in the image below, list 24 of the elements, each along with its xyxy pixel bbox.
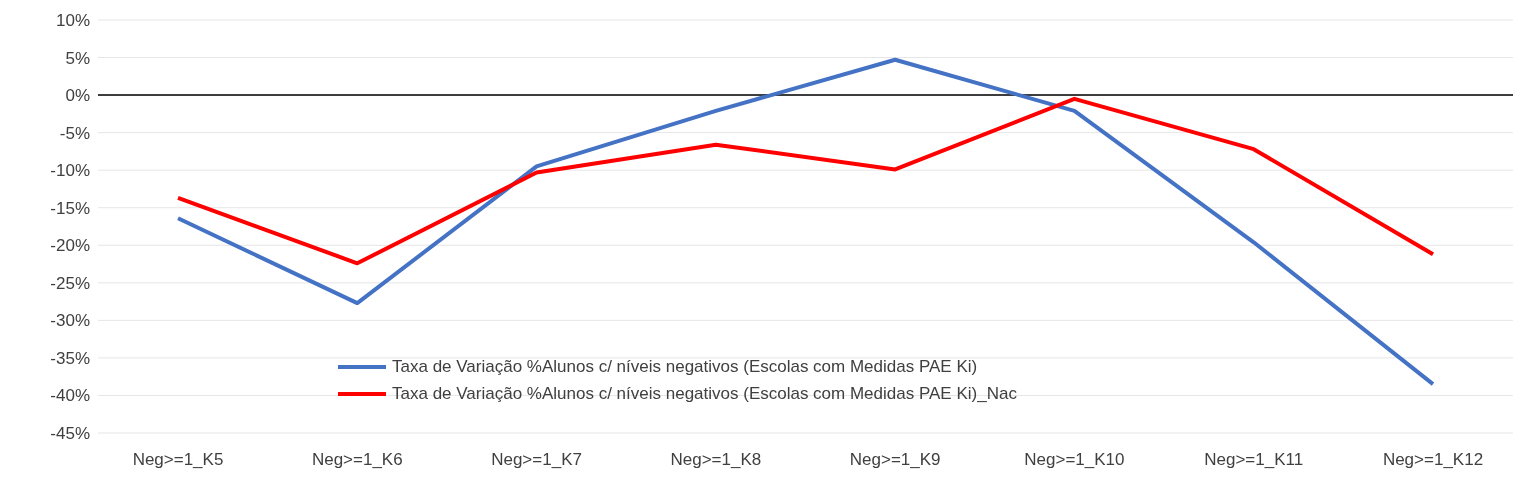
y-tick-label: -5% bbox=[59, 123, 90, 143]
x-tick-label: Neg>=1_K7 bbox=[491, 450, 582, 470]
legend-label: Taxa de Variação %Alunos c/ níveis negativos (Escolas com Medidas PAE Ki) bbox=[392, 356, 978, 377]
x-tick-label: Neg>=1_K10 bbox=[1024, 450, 1125, 470]
x-tick-label: Neg>=1_K9 bbox=[849, 450, 941, 470]
y-tick-label: -45% bbox=[50, 424, 90, 444]
x-tick-label: Neg>=1_K11 bbox=[1204, 450, 1304, 470]
y-tick-label: -10% bbox=[50, 161, 90, 181]
x-tick-label: Neg>=1_K12 bbox=[1382, 450, 1484, 470]
y-tick-label: -30% bbox=[50, 311, 90, 331]
legend-label: Taxa de Variação %Alunos c/ níveis negativos (Escolas com Medidas PAE Ki)_Nac bbox=[392, 383, 1017, 404]
y-tick-label: -15% bbox=[50, 198, 90, 218]
x-tick-label: Neg>=1_K5 bbox=[132, 450, 224, 470]
y-tick-label: 5% bbox=[65, 48, 90, 68]
y-tick-label: -35% bbox=[50, 348, 90, 368]
y-tick-label: 10% bbox=[55, 11, 90, 31]
line-series bbox=[176, 57, 1435, 387]
y-tick-label: -20% bbox=[50, 236, 90, 256]
line-series bbox=[176, 96, 1435, 266]
x-tick-label: Neg>=1_K8 bbox=[670, 450, 762, 470]
y-tick-label: -25% bbox=[50, 273, 90, 293]
y-tick-label: -40% bbox=[50, 386, 90, 406]
y-tick-label: 0% bbox=[65, 86, 90, 106]
x-tick-label: Neg>=1_K6 bbox=[311, 450, 403, 470]
